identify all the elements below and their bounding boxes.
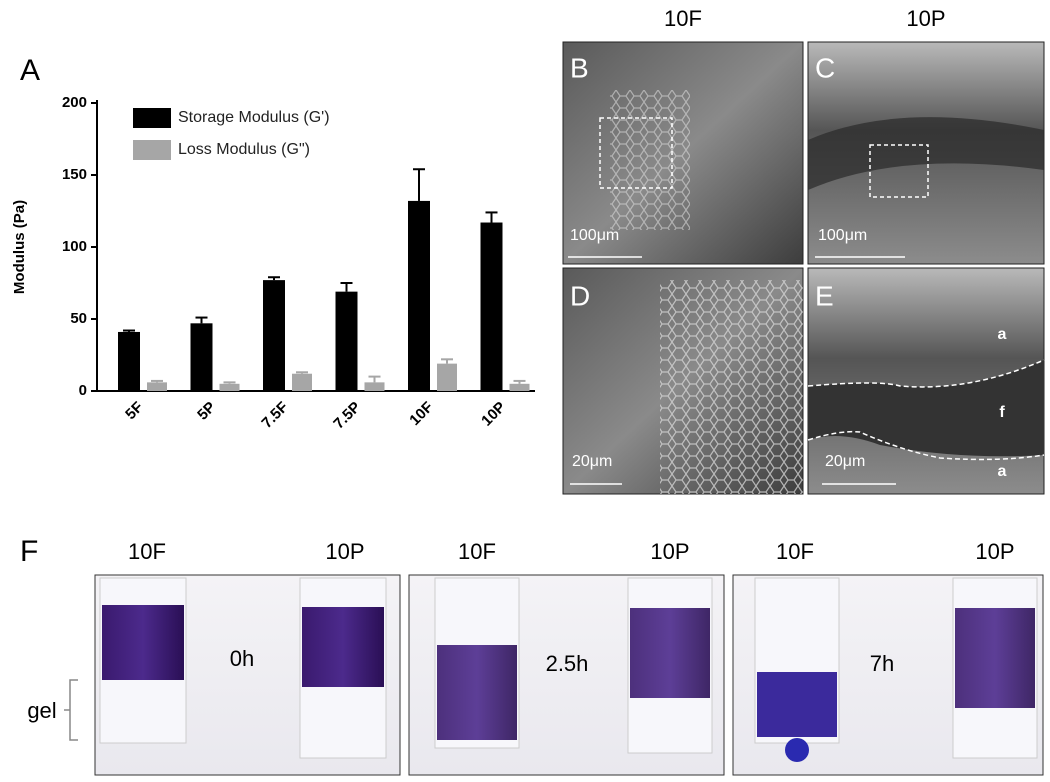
sem-panel: B 100μm (562, 41, 804, 265)
column-title: 10F (664, 6, 702, 31)
sample-label: 10F (458, 539, 496, 564)
bar (335, 291, 358, 391)
photo: 10F 10P 0h (94, 539, 401, 776)
x-tick-label: 7.5P (330, 399, 364, 433)
time-label: 7h (870, 651, 894, 676)
sample-label: 10P (325, 539, 364, 564)
legend-swatch (133, 108, 171, 128)
x-tick-label: 5P (194, 399, 219, 424)
time-label: 0h (230, 646, 254, 671)
legend-label: Storage Modulus (G') (178, 109, 330, 126)
scale-label: 100μm (818, 227, 867, 244)
panel-label: F (20, 535, 38, 568)
time-label: 2.5h (546, 651, 589, 676)
scale-label: 20μm (572, 453, 612, 470)
annotation: a (998, 463, 1007, 480)
x-tick-label: 10P (478, 399, 509, 430)
sem-panel: E 20μm a f a (807, 267, 1045, 495)
bracket (64, 679, 78, 741)
y-axis-label: Modulus (Pa) (11, 200, 28, 294)
scale-label: 20μm (825, 453, 865, 470)
annotation: a (998, 326, 1007, 343)
scale-label: 100μm (570, 227, 619, 244)
y-tick-label: 100 (62, 238, 87, 255)
gel-label: gel (27, 698, 56, 723)
bar (263, 280, 285, 391)
sample-label: 10F (128, 539, 166, 564)
bar (219, 383, 240, 391)
bar (480, 222, 503, 391)
bar (364, 382, 385, 391)
bar (437, 363, 457, 391)
sem-panel: C 100μm (807, 41, 1045, 265)
sample-label: 10P (650, 539, 689, 564)
sample-label: 10F (776, 539, 814, 564)
x-tick-label: 10F (406, 399, 436, 429)
bar-chart: 0 50 100 150 200 Storage Modulus (G') Loss Mod… (62, 94, 530, 432)
photo: 10F 10P 7h (732, 539, 1044, 776)
panel-label: A (20, 54, 40, 87)
bar (118, 331, 140, 391)
bar (147, 382, 167, 391)
annotation: f (999, 404, 1005, 421)
y-tick-label: 200 (62, 94, 87, 111)
bar (509, 383, 530, 391)
panel-label: D (570, 280, 590, 311)
panel-label: E (815, 280, 834, 311)
sem-panel: D 20μm (562, 267, 804, 495)
bar (292, 373, 312, 391)
legend-label: Loss Modulus (G") (178, 141, 310, 158)
bar (190, 323, 213, 391)
photo: 10F 10P 2.5h (408, 539, 725, 776)
y-tick-label: 150 (62, 166, 87, 183)
x-tick-label: 5F (122, 399, 146, 423)
y-tick-label: 0 (79, 382, 87, 399)
bar (408, 200, 430, 391)
column-title: 10P (906, 6, 945, 31)
x-tick-label: 7.5F (258, 399, 291, 432)
legend-swatch (133, 140, 171, 160)
panel-label: B (570, 52, 589, 83)
panel-label: C (815, 52, 835, 83)
sample-label: 10P (975, 539, 1014, 564)
y-tick-label: 50 (70, 310, 87, 327)
